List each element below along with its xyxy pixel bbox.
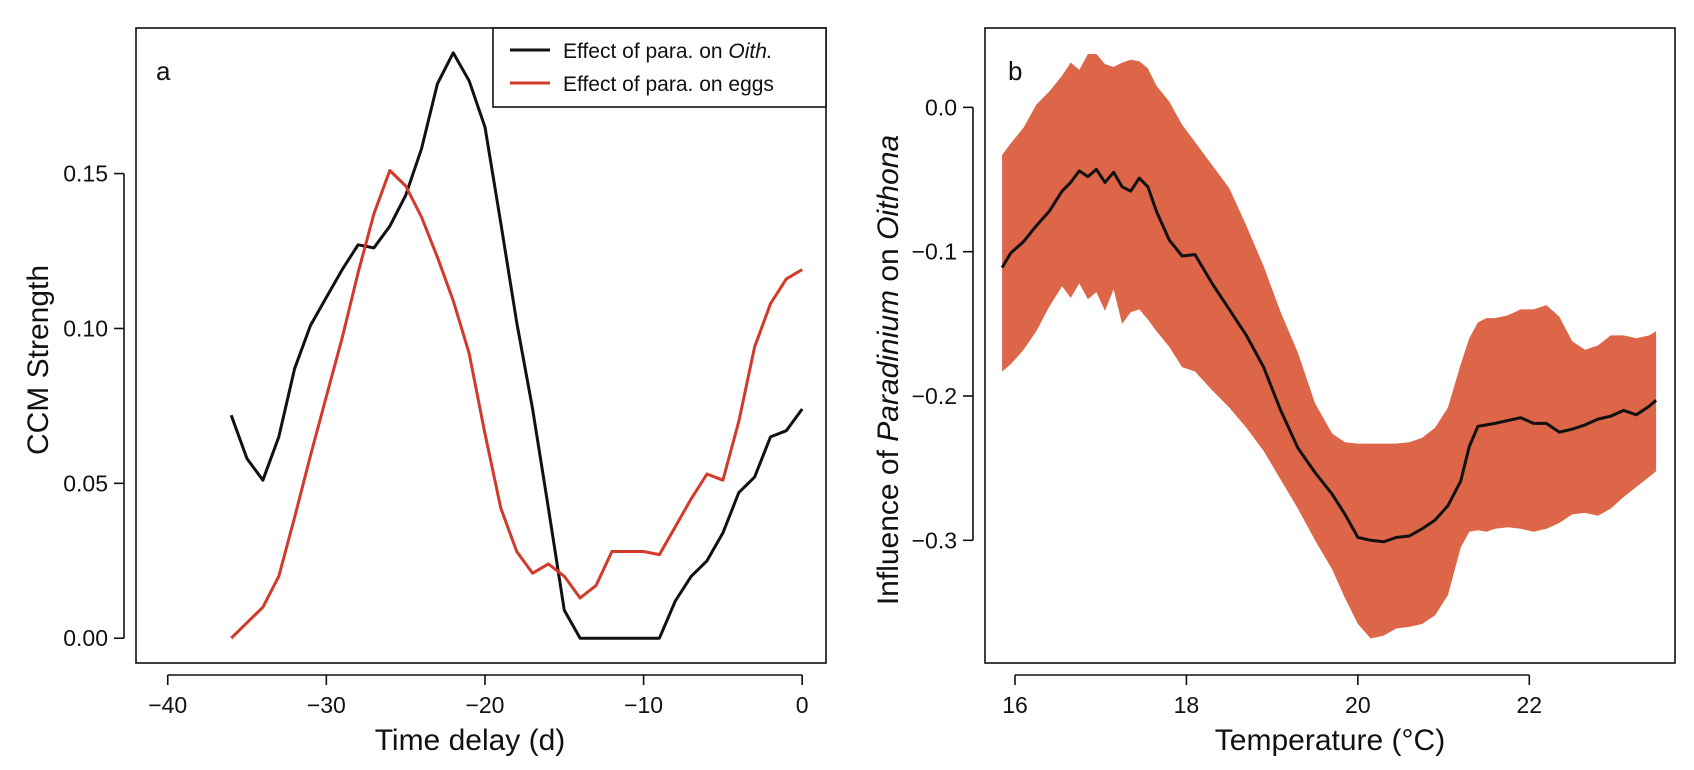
panel-b-series-group [1000, 54, 1658, 639]
confidence-band [1002, 54, 1657, 639]
y-tick-label: 0.00 [63, 625, 108, 651]
panel-b-x-axis-title: Temperature (°C) [1215, 724, 1445, 757]
series-line-eggs [230, 169, 803, 640]
panel-a-letter: a [156, 56, 171, 86]
y-tick-label: −0.3 [912, 527, 957, 553]
panel-a-plot-frame [135, 27, 827, 664]
panel-b-y-title-part-4: Oithona [872, 135, 905, 240]
x-tick-label: 18 [1174, 692, 1200, 718]
x-tick-label: −10 [624, 692, 663, 718]
panel-b-y-title-part-1: Influence of [872, 442, 905, 605]
legend-label-oithona: Effect of para. on Oith. [563, 40, 773, 63]
x-tick-label: −20 [465, 692, 504, 718]
x-tick-label: 22 [1516, 692, 1542, 718]
x-tick-label: 16 [1002, 692, 1028, 718]
y-tick-label: 0.10 [63, 315, 108, 341]
y-tick-label: 0.0 [925, 94, 957, 120]
y-tick-label: 0.15 [63, 161, 108, 187]
x-tick-label: 0 [796, 692, 809, 718]
panel-b-letter: b [1008, 56, 1022, 86]
panel-a-ccm-chart: −40 −30 −20 −10 0 0.00 0.05 0.10 0.15 a Effect … [22, 27, 827, 757]
panel-a-series-group [229, 51, 804, 640]
x-tick-label: −40 [148, 692, 187, 718]
panel-b-y-ticks: 0.0 −0.1 −0.2 −0.3 [912, 94, 974, 553]
panel-a-y-ticks: 0.00 0.05 0.10 0.15 [63, 161, 125, 651]
y-tick-label: −0.1 [912, 239, 957, 265]
panel-a-y-axis-title: CCM Strength [22, 265, 55, 455]
x-tick-label: 20 [1345, 692, 1371, 718]
x-tick-label: −30 [307, 692, 346, 718]
panel-b-y-title-part-3: on [872, 240, 905, 290]
legend-box [492, 27, 827, 108]
y-tick-label: 0.05 [63, 470, 108, 496]
panel-b-temperature-chart: 16 18 20 22 0.0 −0.1 −0.2 −0.3 b Temperature (… [872, 27, 1676, 757]
y-tick-label: −0.2 [912, 383, 957, 409]
influence-mean-line [1000, 167, 1658, 544]
legend-label-eggs: Effect of para. on eggs [563, 73, 774, 96]
legend-label-oithona-prefix: Effect of para. on [563, 40, 728, 63]
series-line-oithona [229, 51, 804, 640]
panel-b-plot-frame [984, 27, 1676, 664]
panel-a-legend: Effect of para. on Oith. Effect of para.… [492, 27, 827, 108]
panel-a-x-axis-title: Time delay (d) [375, 724, 566, 757]
panel-b-x-ticks: 16 18 20 22 [1002, 674, 1542, 718]
legend-label-oithona-italic: Oith. [728, 40, 772, 63]
panel-a-x-ticks: −40 −30 −20 −10 0 [148, 674, 809, 718]
panel-b-y-axis-title: Influence of Paradinium on Oithona [872, 135, 905, 605]
panel-b-y-title-part-2: Paradinium [872, 290, 905, 442]
